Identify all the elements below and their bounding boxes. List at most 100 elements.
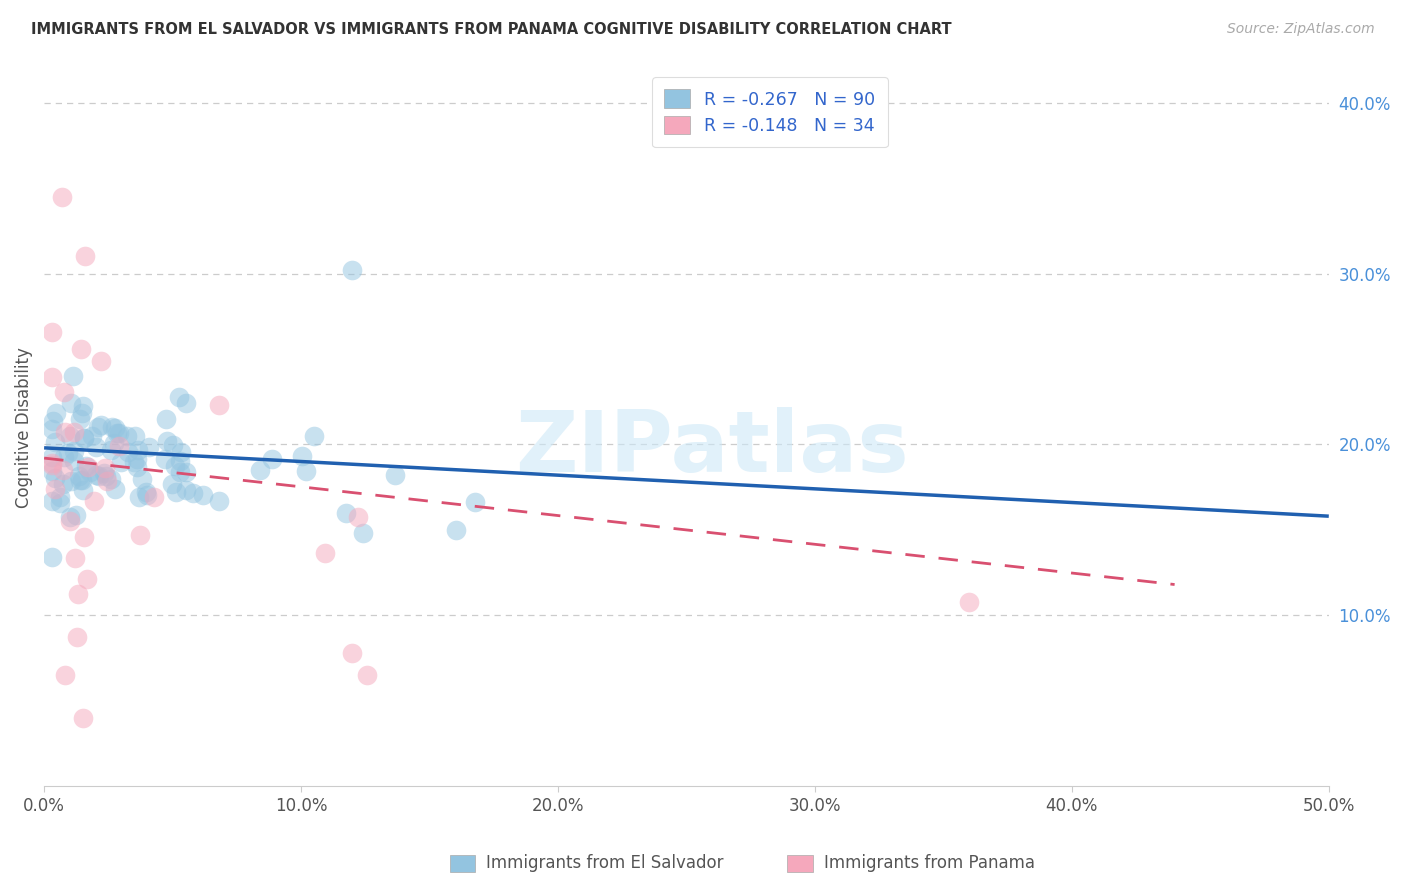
Point — [79, 466, 101, 480]
Point — [41, 370, 63, 384]
Point — [65, 508, 87, 522]
Point — [59, 509, 82, 524]
Point — [352, 526, 374, 541]
Point — [163, 459, 186, 474]
Point — [76, 460, 98, 475]
Point — [96, 475, 118, 489]
Point — [384, 467, 406, 482]
Point — [93, 466, 115, 480]
Point — [170, 445, 193, 459]
Point — [41, 464, 63, 478]
Point — [41, 458, 63, 472]
Point — [75, 250, 97, 264]
Point — [346, 509, 368, 524]
Point — [49, 490, 72, 504]
Point — [107, 425, 129, 440]
Point — [444, 523, 467, 537]
Point — [69, 411, 91, 425]
Point — [342, 263, 364, 277]
Point — [42, 414, 65, 428]
Point — [125, 459, 148, 474]
Point — [90, 418, 112, 433]
Point — [72, 711, 94, 725]
Point — [41, 450, 63, 464]
Point — [208, 494, 231, 508]
Point — [160, 476, 183, 491]
Point — [208, 398, 231, 412]
Point — [44, 471, 66, 485]
Point — [66, 630, 89, 644]
Point — [156, 434, 179, 449]
Point — [70, 473, 93, 487]
Point — [124, 429, 146, 443]
Point — [314, 545, 336, 559]
Point — [155, 452, 177, 467]
Point — [67, 469, 90, 483]
Point — [52, 385, 75, 400]
Point — [155, 412, 177, 426]
Point — [51, 189, 73, 203]
Point — [135, 485, 157, 500]
Point — [45, 406, 67, 420]
Point — [103, 436, 125, 450]
Point — [127, 442, 149, 457]
Point — [59, 514, 82, 528]
Text: Immigrants from El Salvador: Immigrants from El Salvador — [486, 855, 724, 872]
Point — [110, 455, 132, 469]
Point — [59, 429, 82, 443]
Text: Source: ZipAtlas.com: Source: ZipAtlas.com — [1227, 22, 1375, 37]
Point — [169, 454, 191, 468]
Point — [41, 456, 63, 470]
Point — [249, 462, 271, 476]
Point — [65, 551, 87, 566]
Point — [82, 429, 104, 443]
Point — [101, 420, 124, 434]
Point — [107, 439, 129, 453]
Point — [94, 469, 117, 483]
Point — [83, 493, 105, 508]
Point — [104, 421, 127, 435]
Point — [191, 488, 214, 502]
Point — [66, 586, 89, 600]
Point — [100, 442, 122, 457]
Point — [162, 438, 184, 452]
Point — [302, 429, 325, 443]
Point — [464, 495, 486, 509]
Point — [44, 434, 66, 449]
Point — [128, 490, 150, 504]
Point — [59, 474, 82, 488]
Point — [181, 486, 204, 500]
Point — [127, 452, 149, 467]
Point — [122, 455, 145, 469]
Point — [93, 461, 115, 475]
Text: IMMIGRANTS FROM EL SALVADOR VS IMMIGRANTS FROM PANAMA COGNITIVE DISABILITY CORRE: IMMIGRANTS FROM EL SALVADOR VS IMMIGRANT… — [31, 22, 952, 37]
Point — [53, 425, 76, 440]
Point — [53, 668, 76, 682]
Point — [62, 368, 84, 383]
Point — [143, 490, 166, 504]
Point — [100, 472, 122, 486]
Point — [342, 646, 364, 660]
Point — [129, 528, 152, 542]
Point — [136, 487, 159, 501]
Point — [52, 477, 75, 491]
Point — [70, 406, 93, 420]
Point — [104, 482, 127, 496]
Point — [138, 440, 160, 454]
Point — [52, 463, 75, 477]
Point — [84, 440, 107, 454]
Point — [41, 494, 63, 508]
Point — [48, 496, 70, 510]
Point — [52, 450, 75, 464]
Point — [63, 425, 86, 440]
Point — [335, 507, 357, 521]
Point — [87, 469, 110, 483]
Point — [131, 472, 153, 486]
Point — [70, 342, 93, 356]
Point — [69, 473, 91, 487]
Text: ZIPatlas: ZIPatlas — [515, 408, 910, 491]
Point — [41, 422, 63, 436]
Legend: R = -0.267   N = 90, R = -0.148   N = 34: R = -0.267 N = 90, R = -0.148 N = 34 — [652, 78, 887, 147]
Point — [72, 400, 94, 414]
Point — [260, 451, 283, 466]
